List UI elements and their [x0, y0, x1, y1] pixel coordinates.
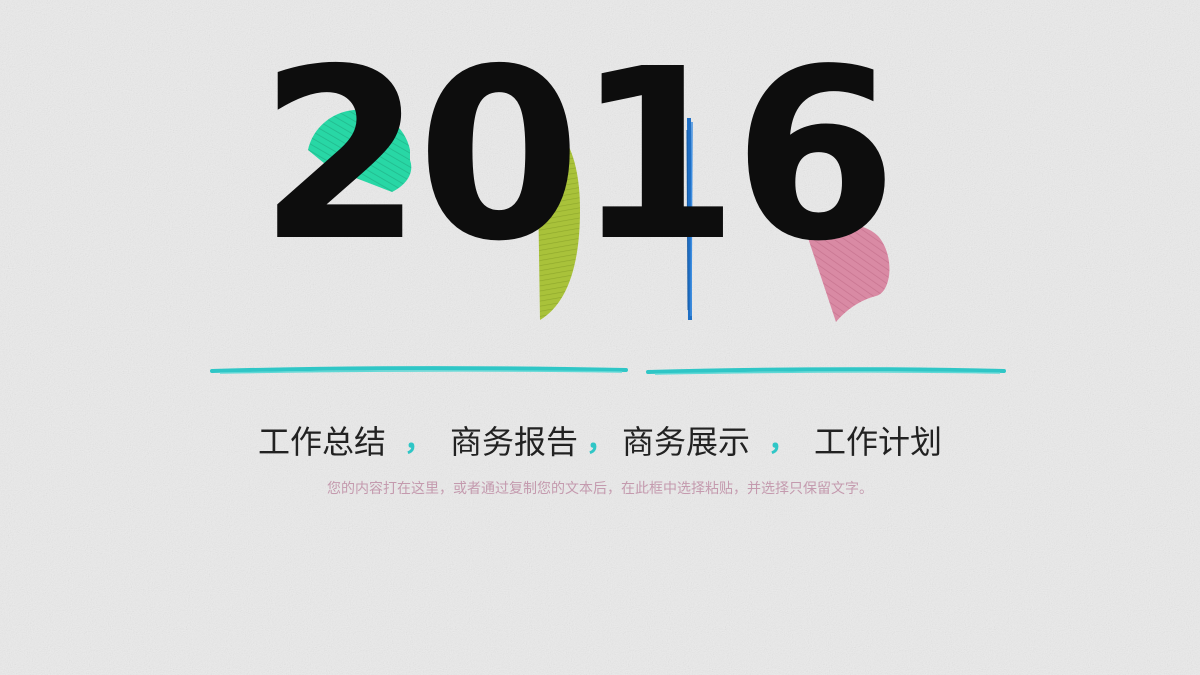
topic-item: 商务展示 — [622, 417, 750, 463]
topic-separator: ， — [386, 415, 450, 459]
topic-separator: ， — [578, 415, 622, 459]
year-title: 2016 — [0, 26, 1150, 286]
topic-separator: ， — [750, 415, 814, 459]
topic-item: 工作总结 — [258, 417, 386, 463]
topic-item: 商务报告 — [450, 417, 578, 463]
topic-list: 工作总结 ， 商务报告 ， 商务展示 ， 工作计划 — [258, 418, 942, 462]
topic-item: 工作计划 — [814, 417, 942, 463]
teal-underline — [212, 368, 1004, 374]
description-text: 您的内容打在这里，或者通过复制您的文本后，在此框中选择粘贴，并选择只保留文字。 — [0, 478, 1200, 498]
